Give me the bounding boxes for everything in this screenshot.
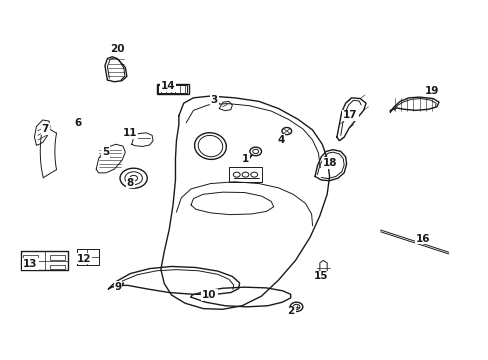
Text: 15: 15	[313, 271, 327, 282]
Text: 11: 11	[123, 128, 137, 138]
Text: 5: 5	[102, 147, 109, 157]
Bar	[23, 255, 38, 260]
Text: 6: 6	[75, 118, 81, 128]
Text: 9: 9	[114, 282, 122, 292]
Bar	[157, 84, 188, 94]
Text: 13: 13	[23, 259, 38, 269]
Text: 20: 20	[110, 44, 124, 54]
Bar	[49, 265, 65, 269]
Text: 4: 4	[277, 135, 284, 145]
Bar	[49, 255, 65, 260]
Bar	[23, 265, 38, 269]
Text: 12: 12	[77, 253, 91, 264]
Text: 8: 8	[126, 177, 134, 188]
Text: 18: 18	[322, 158, 337, 168]
Text: 3: 3	[210, 95, 218, 105]
Text: 2: 2	[287, 306, 294, 316]
Text: 1: 1	[242, 154, 248, 164]
Text: 16: 16	[415, 234, 430, 244]
Bar	[158, 85, 187, 93]
Text: 17: 17	[343, 111, 357, 120]
Text: 14: 14	[160, 81, 175, 91]
Text: 19: 19	[424, 86, 439, 96]
Text: 7: 7	[41, 124, 49, 134]
Text: 10: 10	[202, 290, 216, 300]
